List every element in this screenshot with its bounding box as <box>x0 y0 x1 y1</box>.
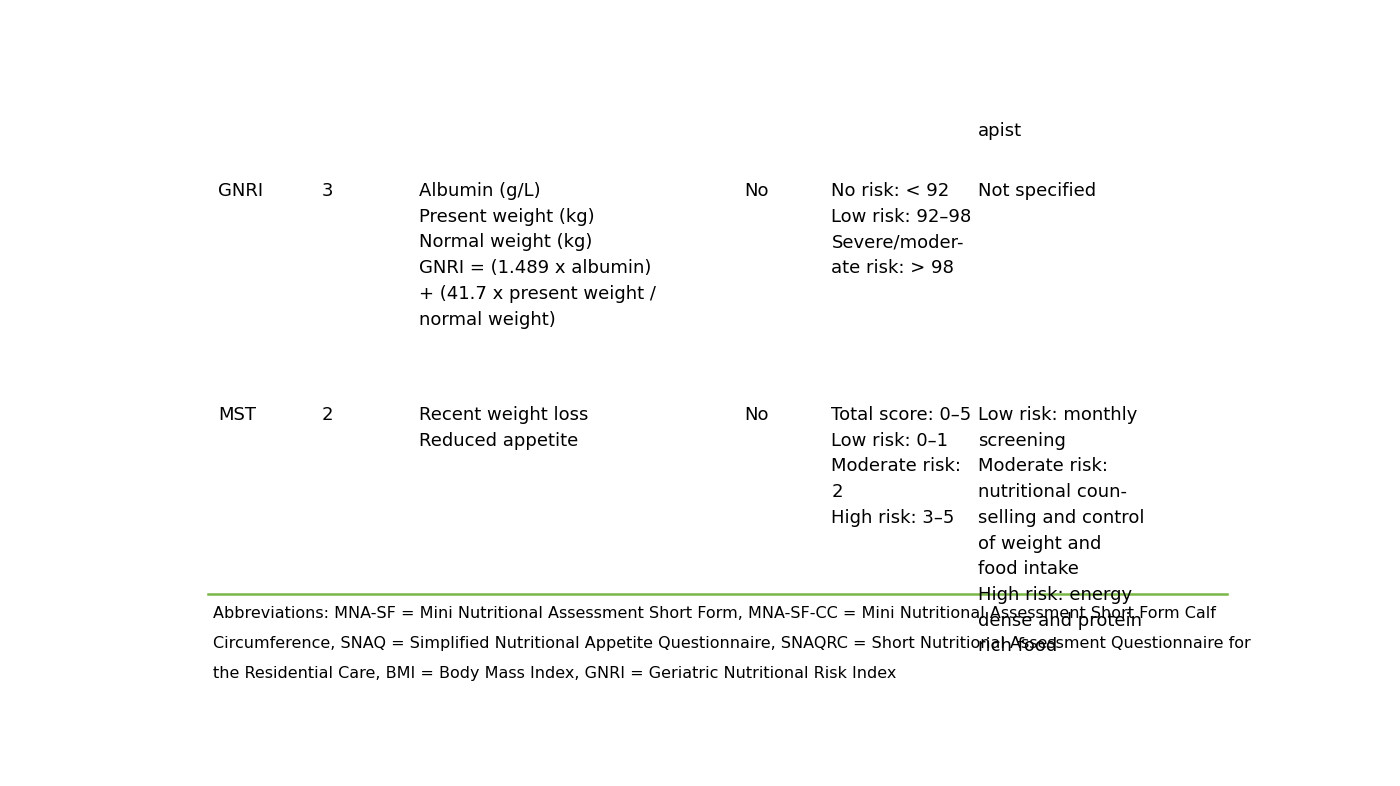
Text: Not specified: Not specified <box>977 182 1096 200</box>
Text: MST: MST <box>218 406 256 424</box>
Text: apist: apist <box>977 122 1022 140</box>
Text: Recent weight loss
Reduced appetite: Recent weight loss Reduced appetite <box>419 406 588 450</box>
Text: No risk: < 92
Low risk: 92–98
Severe/moder-
ate risk: > 98: No risk: < 92 Low risk: 92–98 Severe/mod… <box>832 182 972 277</box>
Text: Circumference, SNAQ = Simplified Nutritional Appetite Questionnaire, SNAQRC = Sh: Circumference, SNAQ = Simplified Nutriti… <box>213 636 1250 651</box>
Text: 2: 2 <box>322 406 333 424</box>
Text: Total score: 0–5
Low risk: 0–1
Moderate risk:
2
High risk: 3–5: Total score: 0–5 Low risk: 0–1 Moderate … <box>832 406 972 527</box>
Text: the Residential Care, BMI = Body Mass Index, GNRI = Geriatric Nutritional Risk I: the Residential Care, BMI = Body Mass In… <box>213 667 896 681</box>
Text: GNRI: GNRI <box>218 182 263 200</box>
Text: Low risk: monthly
screening
Moderate risk:
nutritional coun-
selling and control: Low risk: monthly screening Moderate ris… <box>977 406 1144 656</box>
Text: Abbreviations: MNA-SF = Mini Nutritional Assessment Short Form, MNA-SF-CC = Mini: Abbreviations: MNA-SF = Mini Nutritional… <box>213 606 1215 621</box>
Text: No: No <box>745 406 769 424</box>
Text: 3: 3 <box>322 182 333 200</box>
Text: Albumin (g/L)
Present weight (kg)
Normal weight (kg)
GNRI = (1.489 x albumin)
+ : Albumin (g/L) Present weight (kg) Normal… <box>419 182 657 329</box>
Text: No: No <box>745 182 769 200</box>
